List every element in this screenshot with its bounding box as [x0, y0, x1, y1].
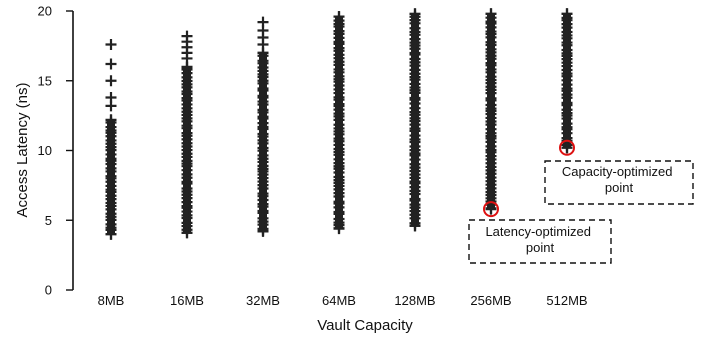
highlight-circle [483, 201, 499, 218]
data-point [561, 142, 573, 154]
data-point [105, 58, 117, 70]
data-point [181, 30, 193, 42]
x-tick-label: 512MB [546, 293, 587, 308]
data-point [485, 203, 497, 215]
data-point [409, 8, 421, 20]
latency-callout-label: Latency-optimized point [485, 224, 594, 255]
y-tick-label: 20 [38, 4, 52, 19]
capacity-callout-box [544, 160, 694, 205]
data-points [105, 8, 573, 240]
x-tick-label: 128MB [394, 293, 435, 308]
x-tick-label: 16MB [170, 293, 204, 308]
highlight-circle [559, 139, 575, 156]
y-ticks: 0 5 10 15 20 [38, 4, 73, 298]
x-tick-label: 256MB [470, 293, 511, 308]
capacity-optimized-callout: Capacity-optimized point [544, 160, 694, 205]
data-point [105, 75, 117, 87]
y-tick-label: 0 [45, 283, 52, 298]
y-tick-label: 5 [45, 213, 52, 228]
data-point [257, 225, 269, 237]
y-axis-title: Access Latency (ns) [14, 82, 31, 217]
x-tick-labels: 8MB 16MB 32MB 64MB 128MB 256MB 512MB [98, 293, 588, 308]
data-point [181, 227, 193, 239]
y-tick-label: 10 [38, 143, 52, 158]
data-point [485, 8, 497, 20]
latency-optimized-callout: Latency-optimized point [468, 219, 612, 264]
data-point [409, 220, 421, 232]
x-tick-label: 8MB [98, 293, 125, 308]
latency-callout-box [468, 219, 612, 264]
y-axis: 0 5 10 15 20 [38, 4, 74, 298]
y-tick-label: 15 [38, 73, 52, 88]
data-point [257, 16, 269, 28]
x-tick-label: 32MB [246, 293, 280, 308]
data-point [105, 91, 117, 103]
data-point [333, 11, 345, 23]
x-axis-title: Vault Capacity [317, 317, 413, 334]
highlight-circles [483, 139, 575, 218]
data-point [105, 38, 117, 50]
capacity-callout-label: Capacity-optimized point [562, 164, 676, 195]
data-point [105, 228, 117, 240]
data-point [105, 114, 117, 126]
x-tick-label: 64MB [322, 293, 356, 308]
data-point [561, 8, 573, 20]
data-point [333, 223, 345, 235]
